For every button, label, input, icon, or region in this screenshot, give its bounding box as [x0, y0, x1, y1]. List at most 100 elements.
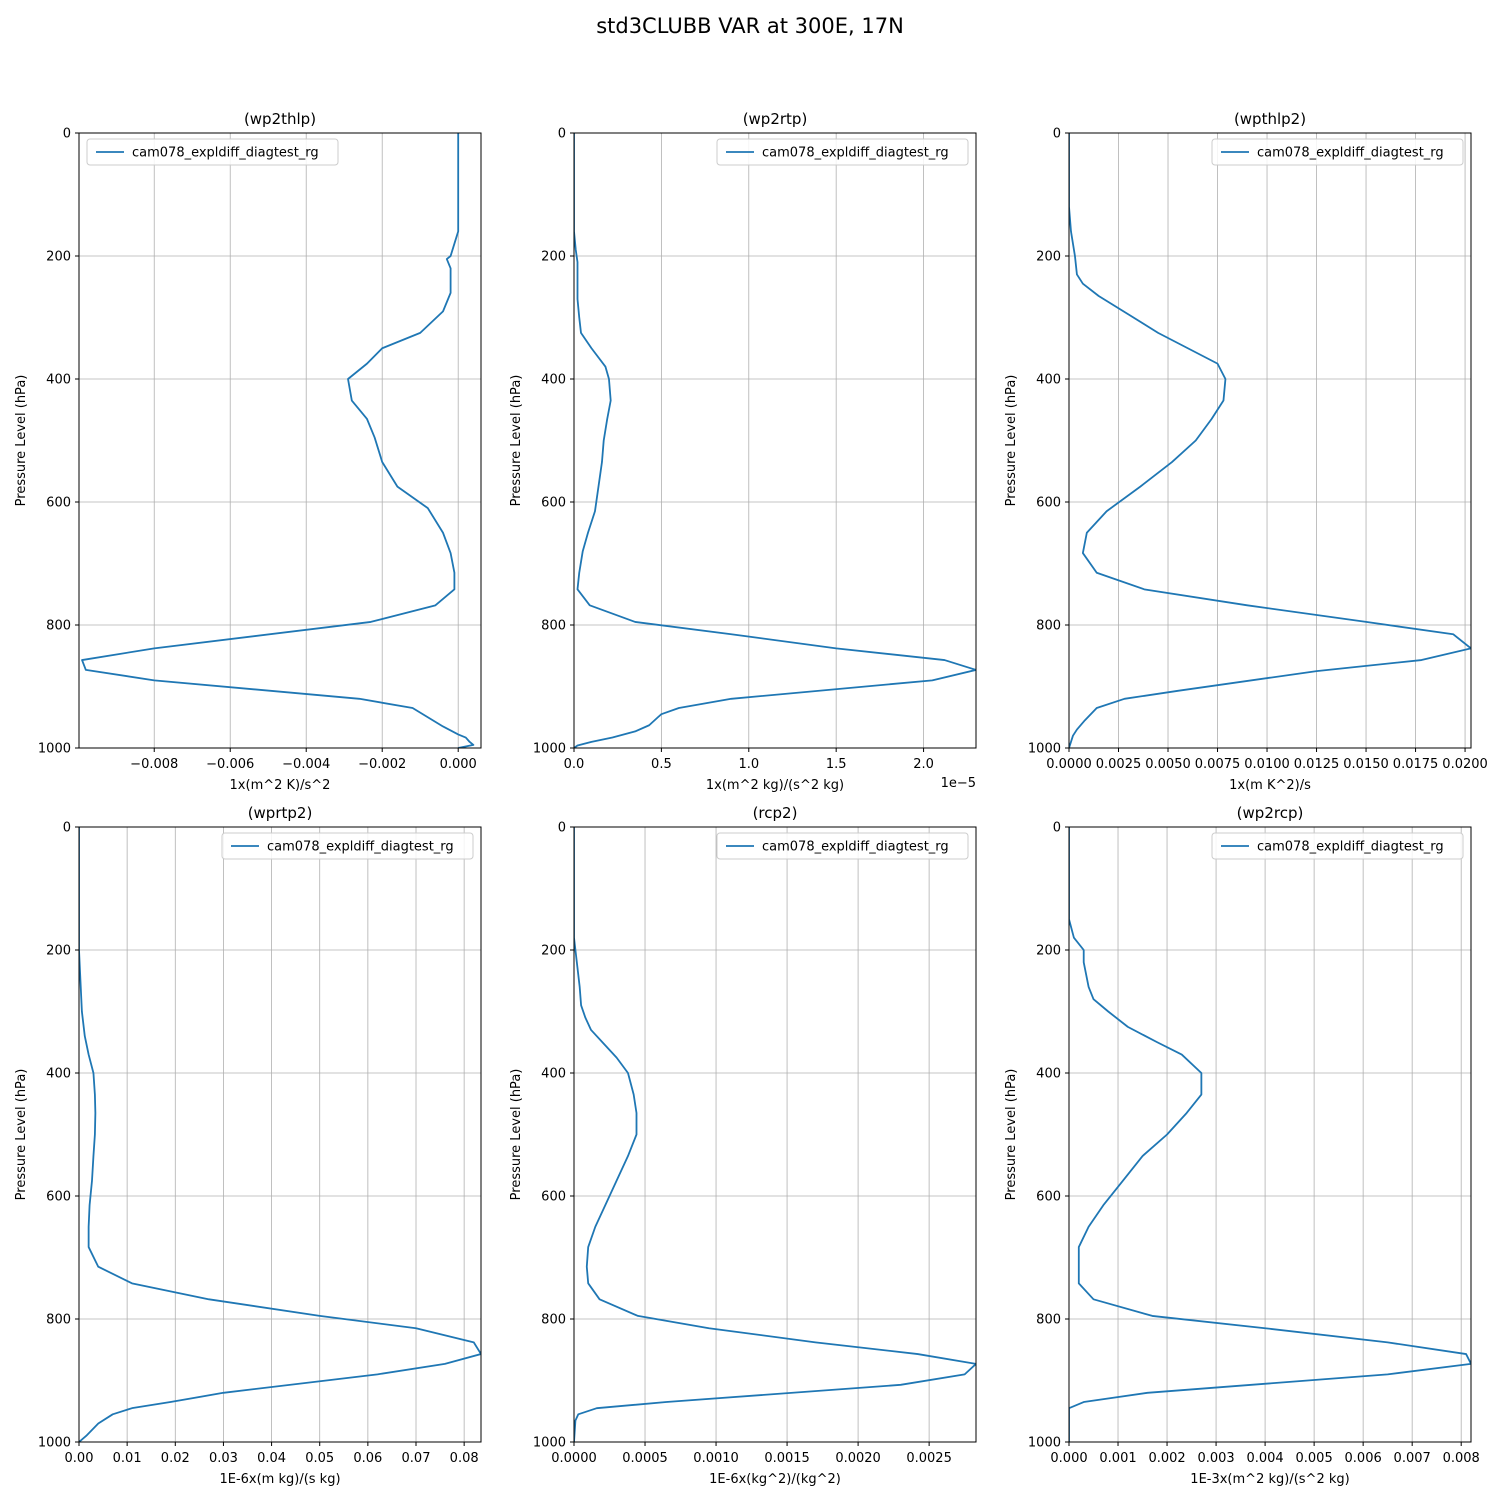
x-tick-label: 0.005 [1296, 1451, 1333, 1466]
y-tick-label: 0 [558, 127, 566, 142]
x-axis-label: 1x(m^2 kg)/(s^2 kg) [706, 778, 844, 793]
x-tick-label: 0.004 [1246, 1451, 1283, 1466]
y-tick-label: 400 [1036, 1067, 1061, 1082]
x-axis-label: 1E-3x(m^2 kg)/(s^2 kg) [1190, 1472, 1349, 1487]
series-line [574, 827, 976, 1442]
series-line [1069, 827, 1471, 1442]
y-tick-label: 1000 [1028, 1436, 1061, 1451]
x-tick-label: 0.000 [1050, 1451, 1087, 1466]
legend-box [1211, 832, 1464, 860]
x-tick-label: 0.0075 [1195, 757, 1241, 772]
y-tick-label: 0 [63, 127, 71, 142]
y-tick-label: 1000 [38, 742, 71, 757]
x-offset-label: 1e−5 [941, 776, 976, 791]
x-tick-label: 0.0020 [835, 1451, 881, 1466]
x-tick-label: −0.004 [282, 757, 330, 772]
x-tick-label: 0.01 [113, 1451, 142, 1466]
x-tick-label: −0.006 [206, 757, 254, 772]
y-tick-label: 800 [1036, 619, 1061, 634]
x-tick-label: 0.008 [1443, 1451, 1480, 1466]
series-line [1069, 133, 1471, 748]
x-tick-label: 0.0005 [622, 1451, 668, 1466]
x-tick-label: −0.002 [358, 757, 406, 772]
y-tick-label: 600 [541, 1190, 566, 1205]
x-tick-label: 0.0 [564, 757, 585, 772]
subplot-6: 0.000 0.001 0.002 0.003 0.004 0.005 0.006 0.007… [1004, 804, 1480, 1487]
x-tick-label: 2.0 [913, 757, 934, 772]
legend-box [221, 832, 474, 860]
legend-label: cam078_expldiff_diagtest_rg [762, 146, 949, 161]
x-tick-label: 0.0000 [551, 1451, 597, 1466]
series-line [81, 133, 475, 748]
y-axis-label: Pressure Level (hPa) [509, 1069, 524, 1201]
x-axis-label: 1x(m K^2)/s [1229, 778, 1311, 793]
legend-box [86, 138, 339, 166]
y-tick-label: 1000 [1028, 742, 1061, 757]
y-tick-label: 600 [1036, 496, 1061, 511]
legend: cam078_expldiff_diagtest_rg [86, 138, 339, 166]
axes-frame [1068, 826, 1472, 1443]
x-tick-label: 0.5 [651, 757, 672, 772]
y-axis-label: Pressure Level (hPa) [509, 375, 524, 507]
legend: cam078_expldiff_diagtest_rg [716, 138, 969, 166]
y-tick-label: 600 [541, 496, 566, 511]
series-line [79, 827, 481, 1442]
x-axis-label: 1x(m^2 K)/s^2 [230, 778, 331, 793]
y-tick-label: 400 [541, 373, 566, 388]
y-tick-label: 800 [1036, 1313, 1061, 1328]
x-tick-label: 0.006 [1345, 1451, 1382, 1466]
y-axis-label: Pressure Level (hPa) [1004, 375, 1019, 507]
y-tick-label: 600 [46, 1190, 71, 1205]
x-tick-label: 0.0150 [1343, 757, 1389, 772]
x-axis-label: 1E-6x(kg^2)/(kg^2) [709, 1472, 841, 1487]
legend-label: cam078_expldiff_diagtest_rg [1257, 146, 1444, 161]
y-tick-label: 0 [1053, 127, 1061, 142]
subplot-title: (wpthlp2) [1234, 110, 1306, 128]
x-tick-label: 0.06 [353, 1451, 382, 1466]
axes-frame [78, 826, 482, 1443]
subplot-title: (rcp2) [753, 804, 798, 822]
y-tick-label: 400 [541, 1067, 566, 1082]
y-tick-label: 1000 [533, 1436, 566, 1451]
y-axis-label: Pressure Level (hPa) [14, 1069, 29, 1201]
legend-label: cam078_expldiff_diagtest_rg [132, 146, 319, 161]
y-tick-label: 400 [1036, 373, 1061, 388]
x-tick-label: 0.07 [402, 1451, 431, 1466]
x-tick-label: 0.0100 [1244, 757, 1290, 772]
x-tick-label: 0.0015 [764, 1451, 810, 1466]
subplot-5: 0.0000 0.0005 0.0010 0.0015 0.0020 0.0025 0 200… [509, 804, 977, 1487]
subplot-3: 0.0000 0.0025 0.0050 0.0075 0.0100 0.0125 0.01… [1004, 110, 1488, 793]
legend: cam078_expldiff_diagtest_rg [1211, 138, 1464, 166]
y-tick-label: 1000 [38, 1436, 71, 1451]
subplot-title: (wp2thlp) [244, 110, 316, 128]
y-tick-label: 400 [46, 373, 71, 388]
legend-box [716, 832, 969, 860]
axes-frame [573, 826, 977, 1443]
x-tick-label: 0.002 [1148, 1451, 1185, 1466]
subplot-title: (wp2rcp) [1237, 804, 1304, 822]
legend: cam078_expldiff_diagtest_rg [1211, 832, 1464, 860]
y-tick-label: 800 [46, 1313, 71, 1328]
x-tick-label: 0.0000 [1046, 757, 1092, 772]
subplot-2: 0.0 0.5 1.0 1.5 2.0 0 200 400 600 800 1000 (wp2rtp)… [509, 110, 977, 793]
y-axis-label: Pressure Level (hPa) [14, 375, 29, 507]
x-tick-label: 0.000 [440, 757, 477, 772]
legend-label: cam078_expldiff_diagtest_rg [267, 840, 454, 855]
y-tick-label: 800 [46, 619, 71, 634]
y-tick-label: 200 [1036, 250, 1061, 265]
axes-frame [78, 132, 482, 749]
y-tick-label: 200 [541, 250, 566, 265]
legend-label: cam078_expldiff_diagtest_rg [762, 840, 949, 855]
y-tick-label: 0 [558, 821, 566, 836]
x-tick-label: 1.0 [738, 757, 759, 772]
legend: cam078_expldiff_diagtest_rg [716, 832, 969, 860]
x-tick-label: 0.03 [209, 1451, 238, 1466]
x-tick-label: 0.0125 [1294, 757, 1340, 772]
x-tick-label: 0.001 [1099, 1451, 1136, 1466]
x-tick-label: 0.007 [1394, 1451, 1431, 1466]
y-tick-label: 0 [1053, 821, 1061, 836]
x-tick-label: 0.0200 [1442, 757, 1488, 772]
subplot-title: (wprtp2) [248, 804, 313, 822]
legend: cam078_expldiff_diagtest_rg [221, 832, 474, 860]
y-tick-label: 600 [46, 496, 71, 511]
